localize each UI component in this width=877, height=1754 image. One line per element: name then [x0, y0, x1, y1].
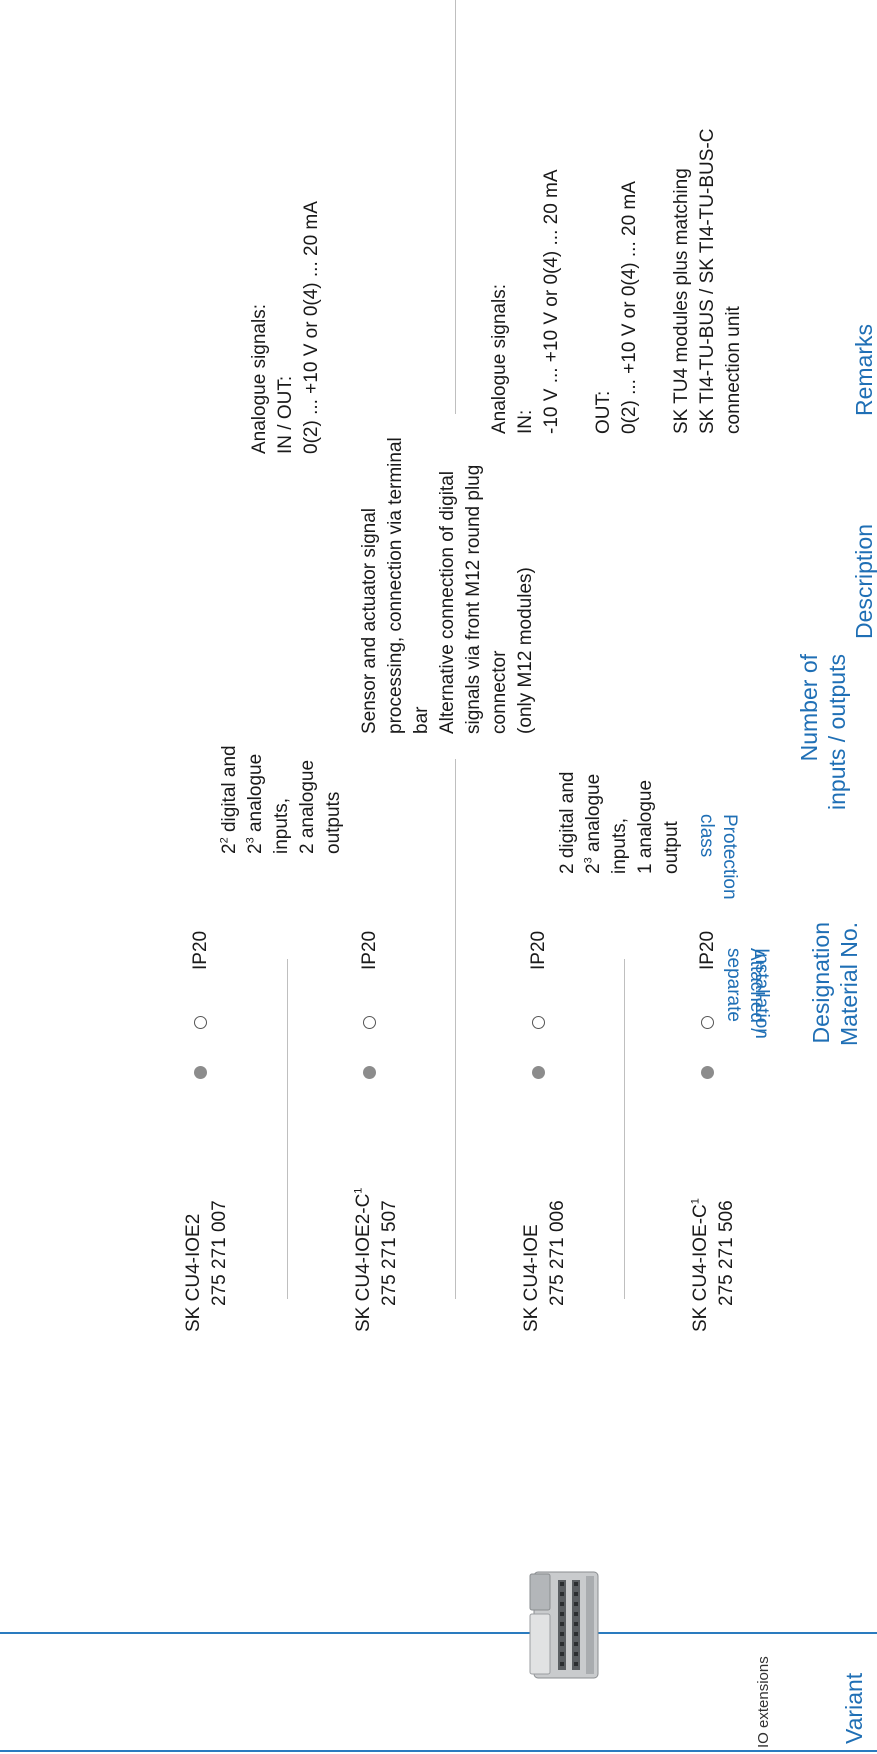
number-line: 2 digital and	[557, 771, 578, 874]
protection-class: IP20	[528, 930, 549, 970]
header-remarks: Remarks	[851, 324, 877, 417]
remarks-line: OUT:	[593, 390, 614, 434]
remarks-line: Analogue signals:	[249, 304, 270, 454]
variant-column-divider	[0, 1632, 877, 1634]
designation: SK CU4-IOE	[519, 1224, 545, 1332]
installation-dot	[701, 1066, 714, 1079]
separate-ring	[532, 1016, 545, 1029]
designation: SK CU4-IOE2	[181, 1214, 207, 1332]
io-module-icon	[529, 1571, 599, 1679]
protection-class: IP20	[359, 930, 380, 970]
number-line: 23 analogue	[582, 773, 604, 874]
remarks-line: IN / OUT:	[275, 375, 296, 454]
header-variant: Variant	[841, 1672, 867, 1744]
description-line: Alternative connection of digital	[437, 471, 458, 734]
number-line: inputs,	[271, 798, 292, 854]
number-line: 2 analogue	[297, 759, 318, 854]
protection-class: IP20	[190, 930, 211, 970]
header-number: Number of inputs / outputs	[795, 654, 851, 854]
separate-ring	[363, 1016, 376, 1029]
header-protection-line2: class	[696, 814, 717, 858]
designation-footnote: 1	[352, 1187, 365, 1194]
number-line: inputs,	[609, 818, 630, 874]
material-number: 275 271 006	[547, 1200, 568, 1306]
number-of-io: 22 digital and 23 analogue inputs, 2 ana…	[217, 745, 347, 854]
header-designation: Designation Material No.	[807, 922, 863, 1122]
remarks: Analogue signals: IN: -10 V ... +10 V or…	[487, 129, 747, 434]
material-number: 275 271 506	[716, 1200, 737, 1306]
remarks-separator	[455, 0, 456, 414]
header-description: Description	[851, 524, 877, 640]
remarks-line: SK TU4 modules plus matching	[671, 168, 692, 434]
header-protection: Protection class	[695, 814, 741, 924]
number-of-io: 2 digital and 23 analogue inputs, 1 anal…	[555, 772, 685, 874]
remarks-line: -10 V ... +10 V or 0(4) ... 20 mA	[541, 169, 562, 434]
row-separator	[624, 959, 625, 1299]
remarks-line: 0(2) ... +10 V or 0(4) ... 20 mA	[619, 181, 640, 434]
designation-name: SK CU4-IOE-C	[690, 1204, 711, 1332]
remarks-line: IN:	[515, 409, 536, 434]
variant-column-rule	[0, 1750, 877, 1752]
variant-group-label: IO extensions	[755, 1656, 772, 1748]
header-protection-line1: Protection	[719, 814, 740, 900]
remarks-line: Analogue signals:	[489, 284, 510, 434]
header-designation-line2: Material No.	[836, 922, 862, 1046]
installation-dot	[363, 1066, 376, 1079]
number-line: output	[661, 821, 682, 874]
description-line: (only M12 modules)	[515, 567, 536, 734]
description-line: signals via front M12 round plug	[463, 464, 484, 734]
designation: SK CU4-IOE2-C1	[351, 1188, 377, 1332]
remarks-line: 0(2) ... +10 V or 0(4) ... 20 mA	[301, 201, 322, 454]
header-number-line1: Number of	[796, 654, 822, 762]
designation-name: SK CU4-IOE2	[183, 1213, 204, 1332]
description-line: Sensor and actuator signal	[359, 507, 380, 734]
remarks-line	[565, 129, 591, 434]
description-line: bar	[411, 706, 432, 734]
description-line: connector	[489, 650, 510, 734]
group-separator	[455, 759, 456, 1299]
header-attached-line1: Attached /	[746, 948, 767, 1034]
protection-class: IP20	[697, 930, 718, 970]
remarks-line: SK TI4-TU-BUS / SK TI4-TU-BUS-C	[697, 128, 718, 434]
remarks-line: connection unit	[723, 306, 744, 434]
number-line: 23 analogue	[244, 753, 266, 854]
installation-dot	[532, 1066, 545, 1079]
number-line: 22 digital and	[218, 745, 240, 854]
designation-footnote: 1	[689, 1198, 702, 1205]
designation-name: SK CU4-IOE2-C	[353, 1193, 374, 1332]
separate-ring	[701, 1016, 714, 1029]
remarks: Analogue signals: IN / OUT: 0(2) ... +10…	[247, 201, 325, 454]
designation-name: SK CU4-IOE	[521, 1224, 542, 1332]
description: Sensor and actuator signal processing, c…	[357, 437, 539, 734]
header-number-line2: inputs / outputs	[824, 654, 850, 810]
separate-ring	[194, 1016, 207, 1029]
installation-dot	[194, 1066, 207, 1079]
material-number: 275 271 007	[209, 1200, 230, 1306]
number-line: outputs	[323, 791, 344, 854]
remarks-line	[643, 129, 669, 434]
number-line: 1 analogue	[635, 779, 656, 874]
designation: SK CU4-IOE-C1	[688, 1198, 714, 1332]
material-number: 275 271 507	[379, 1200, 400, 1306]
header-designation-line1: Designation	[808, 922, 834, 1044]
row-separator	[287, 959, 288, 1299]
header-attached-line2: separate	[723, 948, 744, 1022]
description-line: processing, connection via terminal	[385, 437, 406, 734]
header-attached: Attached / separate	[722, 948, 768, 1088]
